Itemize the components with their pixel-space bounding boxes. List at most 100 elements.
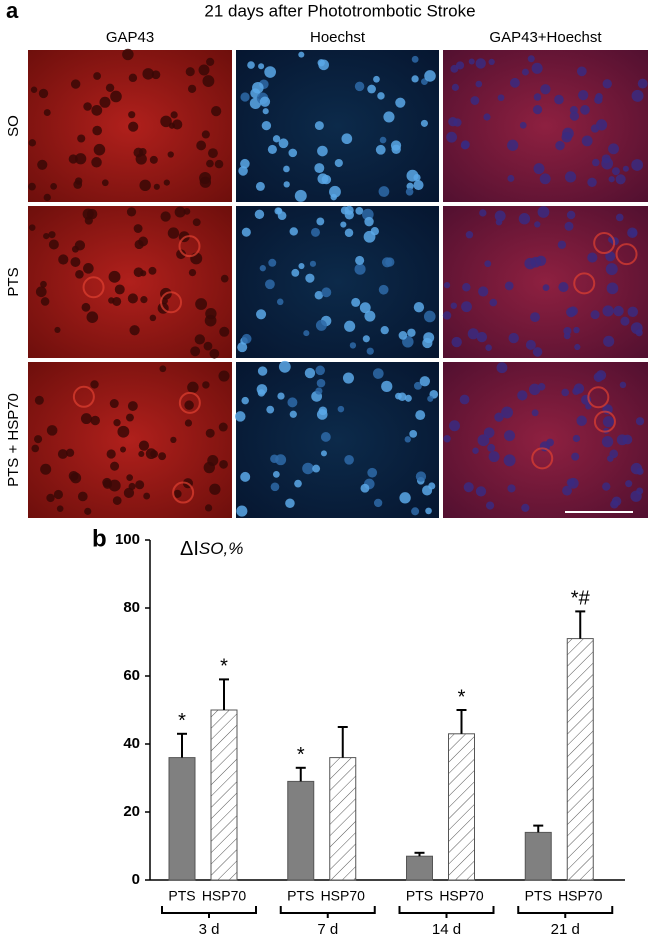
cell [398, 331, 408, 340]
cell [315, 387, 323, 395]
cell [139, 179, 151, 192]
column-header: GAP43+Hoechst [489, 29, 602, 46]
cell [631, 159, 644, 171]
cell [199, 172, 212, 185]
cell [580, 105, 590, 115]
cell [613, 305, 624, 317]
significance-mark: * [297, 744, 305, 766]
cell [126, 474, 133, 481]
cell [135, 153, 147, 165]
micrographs [28, 48, 648, 518]
cell [380, 325, 389, 335]
cell [240, 471, 251, 482]
cell [404, 394, 412, 402]
cell [277, 211, 287, 220]
cell [241, 333, 252, 344]
cell [122, 48, 134, 61]
cell [443, 282, 451, 289]
cell [220, 274, 229, 283]
cell [283, 181, 290, 188]
cell [467, 328, 479, 340]
cell [360, 483, 370, 493]
cell [525, 339, 536, 350]
cell [112, 296, 122, 306]
cell [105, 83, 115, 93]
cell [450, 302, 457, 309]
bar-label: HSP70 [321, 888, 366, 904]
cell [257, 366, 268, 376]
cell [373, 498, 383, 508]
cell [472, 447, 479, 454]
cell [53, 489, 63, 500]
cell [602, 305, 614, 317]
cell [70, 79, 81, 89]
cell [120, 446, 127, 453]
cell [636, 467, 644, 475]
x-tick-label: 7 d [317, 921, 338, 938]
cell [50, 182, 58, 190]
cell [518, 213, 531, 225]
cell [149, 155, 158, 164]
cell [509, 77, 520, 88]
y-tick-label: 60 [123, 667, 140, 684]
cell [93, 72, 102, 80]
cell [383, 111, 395, 123]
cell [126, 207, 137, 217]
cell [557, 240, 567, 249]
cell [183, 208, 191, 215]
cell [539, 173, 551, 185]
cell [609, 449, 619, 459]
cell [90, 380, 99, 389]
cell [129, 325, 140, 336]
cell [605, 263, 618, 276]
cell [340, 221, 347, 228]
cell [468, 58, 475, 65]
cell [460, 141, 470, 150]
cell [601, 157, 614, 170]
cell [317, 59, 325, 67]
cell [57, 449, 68, 459]
cell [354, 263, 366, 275]
cell [494, 210, 506, 222]
cell [247, 61, 255, 69]
cell [494, 412, 504, 422]
cell [176, 249, 186, 260]
cell [475, 80, 483, 88]
cell [622, 434, 633, 445]
cell [496, 362, 508, 374]
cell [289, 410, 297, 418]
cell [316, 378, 326, 388]
cell [58, 254, 69, 265]
cell [622, 165, 629, 172]
cell [451, 336, 462, 348]
cell [138, 236, 149, 247]
cell [364, 216, 374, 227]
neuron [72, 385, 95, 408]
cell [149, 314, 157, 322]
cell [449, 420, 461, 432]
cell [305, 273, 315, 283]
cell [587, 177, 597, 188]
cell [37, 159, 48, 170]
cell [163, 179, 170, 186]
cell [315, 365, 325, 376]
bar [210, 709, 238, 881]
micrograph [443, 50, 648, 202]
cell [601, 435, 614, 448]
cell [133, 224, 143, 233]
cell [442, 311, 452, 320]
cell [195, 298, 208, 310]
cell [367, 467, 378, 478]
cell [564, 171, 577, 183]
y-label-sub: SO,% [199, 539, 243, 558]
cell [294, 479, 302, 488]
column-header: Hoechst [310, 29, 366, 46]
cell [70, 257, 81, 267]
bar [448, 733, 475, 881]
cell [278, 360, 291, 373]
cell [316, 217, 325, 226]
cell [377, 92, 385, 100]
cell [635, 329, 643, 337]
cell [133, 267, 144, 278]
